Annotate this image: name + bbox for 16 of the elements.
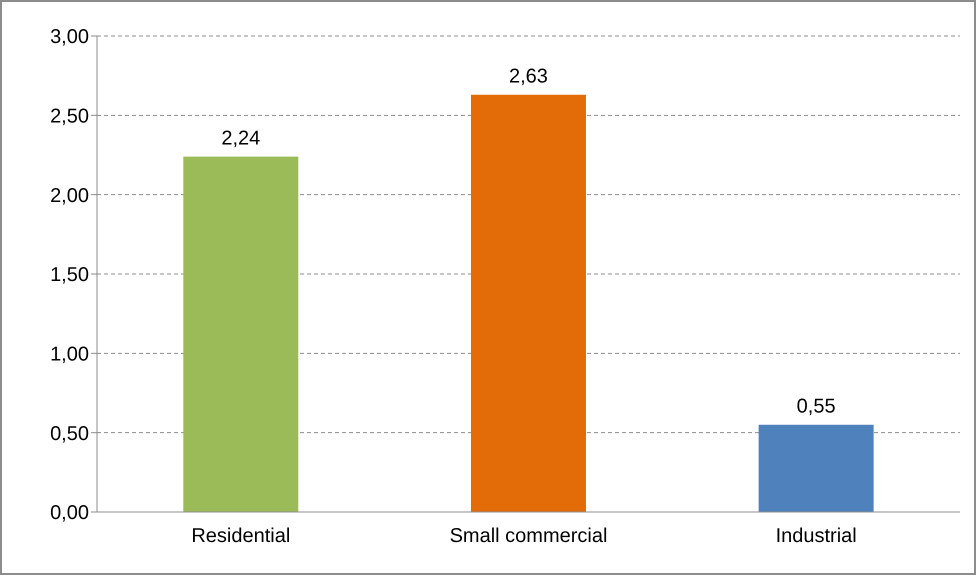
y-tick-label: 2,00 xyxy=(50,184,89,207)
y-tick-label: 1,50 xyxy=(50,264,89,286)
bar xyxy=(183,156,298,512)
x-tick-label: Residential xyxy=(191,525,290,548)
data-label: 2,24 xyxy=(221,128,260,150)
data-label: 2,63 xyxy=(509,66,548,88)
bar xyxy=(470,94,586,512)
x-tick-label: Industrial xyxy=(776,525,857,548)
x-tick-label: Small commercial xyxy=(450,525,608,548)
y-tick-label: 3,00 xyxy=(50,26,89,48)
y-tick-label: 0,00 xyxy=(50,502,89,524)
bar xyxy=(758,424,874,512)
y-tick-label: 2,50 xyxy=(50,105,89,128)
y-tick-label: 1,00 xyxy=(50,343,89,366)
data-label: 0,55 xyxy=(796,396,836,418)
y-tick-label: 0,50 xyxy=(50,422,89,445)
